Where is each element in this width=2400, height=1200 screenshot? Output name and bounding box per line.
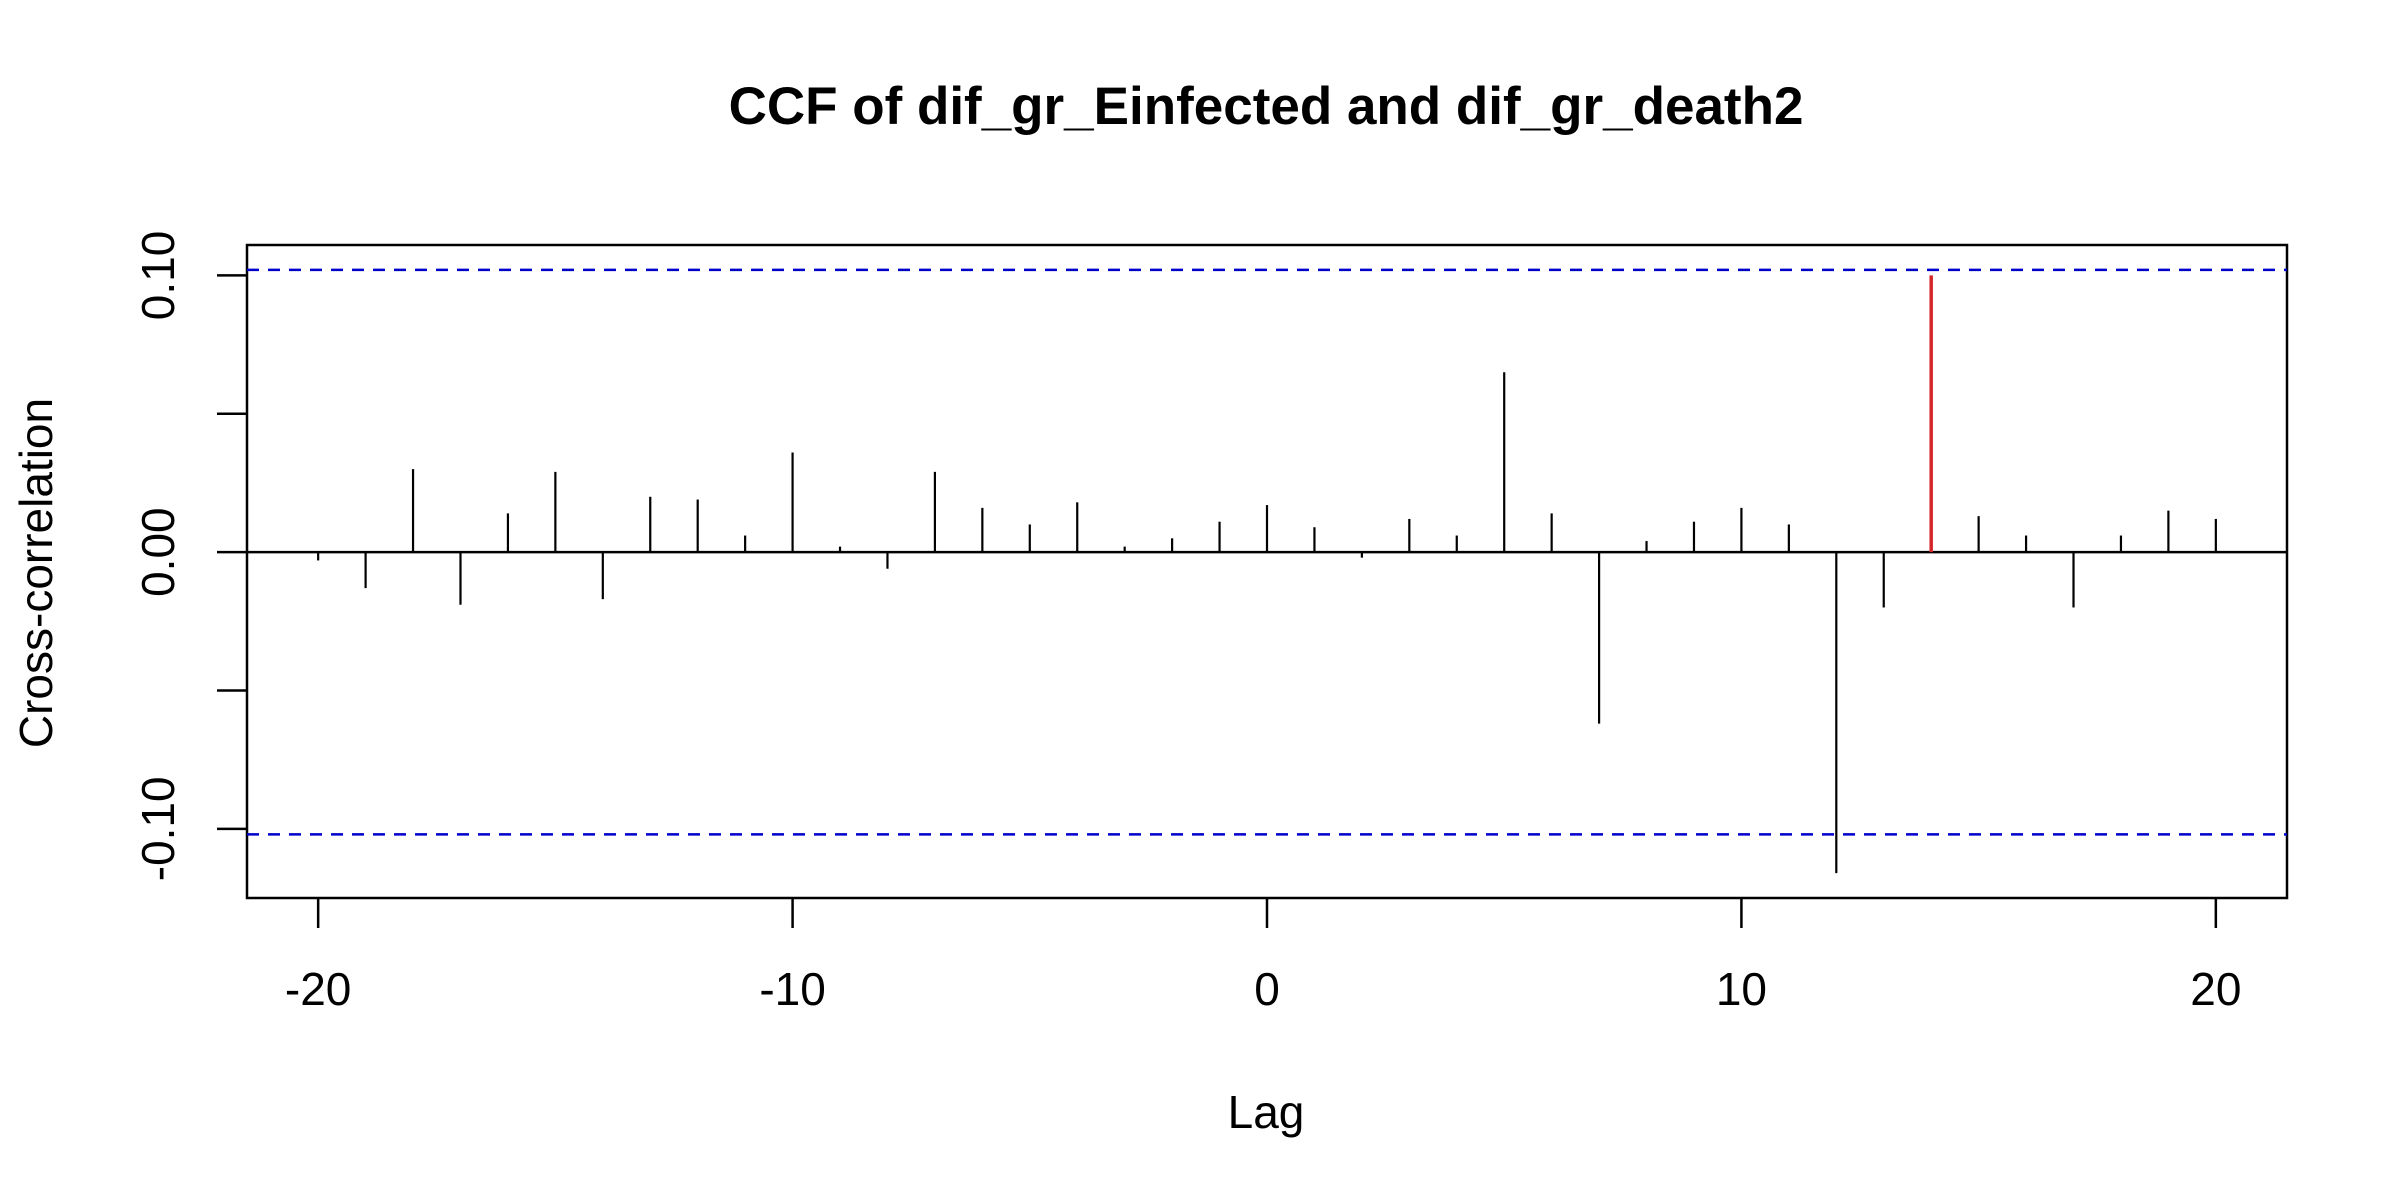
plot-area: -20 -10 0 10 20 -0.10 0.00 0.10	[132, 231, 2289, 1015]
x-axis-label: Lag	[1228, 1086, 1305, 1138]
plot-frame	[245, 243, 2289, 900]
chart-title: CCF of dif_gr_Einfected and dif_gr_death…	[729, 77, 1804, 136]
x-tick-label: 0	[1254, 963, 1280, 1015]
y-tick-label: 0.10	[132, 231, 184, 321]
y-tick-label: -0.10	[132, 776, 184, 881]
y-tick-label: 0.00	[132, 507, 184, 597]
x-tick-label: -10	[759, 963, 825, 1015]
x-tick-label: 10	[1716, 963, 1767, 1015]
y-axis-label: Cross-correlation	[10, 398, 62, 748]
x-tick-label: -20	[285, 963, 351, 1015]
x-tick-label: 20	[2190, 963, 2241, 1015]
